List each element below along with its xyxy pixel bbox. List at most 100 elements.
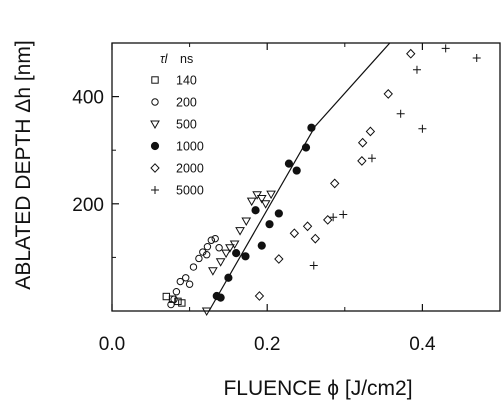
fit-line-group — [208, 42, 391, 312]
legend-marker-5000 — [151, 186, 159, 194]
legend-label-2000: 2000 — [176, 162, 204, 176]
data-point-1000 — [251, 206, 260, 215]
legend-marker-200 — [151, 98, 159, 106]
data-point-5000 — [412, 65, 421, 74]
data-point-500 — [260, 200, 271, 209]
data-point-2000 — [323, 214, 333, 225]
data-point-200 — [215, 244, 223, 252]
data-point-140 — [178, 299, 186, 307]
data-point-5000 — [329, 213, 338, 222]
data-point-200 — [202, 251, 211, 259]
data-point-2000 — [310, 233, 321, 244]
data-point-1000 — [301, 143, 311, 152]
x-tick-label: 0.2 — [254, 334, 280, 355]
data-point-500 — [241, 217, 252, 226]
data-point-1000 — [232, 249, 241, 258]
data-point-200 — [172, 288, 181, 296]
legend-label-1000: 1000 — [176, 140, 204, 154]
legend-item-200: 200 — [151, 96, 197, 110]
data-point-500 — [221, 249, 231, 259]
data-point-200 — [176, 277, 184, 286]
legend-header-unit: ns — [180, 52, 193, 66]
data-point-1000 — [274, 209, 283, 218]
y-tick-label: 200 — [72, 195, 104, 216]
data-point-5000 — [367, 154, 376, 163]
data-point-1000 — [284, 159, 294, 168]
data-point-1000 — [265, 220, 274, 229]
data-point-2000 — [330, 178, 340, 189]
data-point-500 — [266, 190, 276, 200]
data-point-5000 — [396, 109, 405, 118]
data-point-1000 — [292, 166, 301, 175]
y-tick-label: 400 — [72, 88, 104, 109]
fit-line — [208, 42, 391, 312]
series-500 — [201, 190, 276, 317]
legend-item-5000: 5000 — [151, 184, 204, 198]
series-1000 — [212, 123, 316, 302]
data-point-500 — [246, 197, 257, 207]
legend: τl ns 140 200 500 1000 2000 5000 — [150, 52, 204, 198]
data-point-2000 — [254, 291, 265, 301]
data-point-500 — [215, 258, 226, 267]
data-point-500 — [201, 307, 212, 317]
data-point-200 — [185, 280, 194, 288]
data-point-5000 — [441, 44, 450, 53]
data-point-2000 — [289, 228, 300, 239]
axis-ticks: 0.0 0.2 0.4 200 400 — [72, 43, 436, 355]
data-points — [162, 44, 481, 317]
data-point-200 — [189, 263, 198, 271]
data-point-2000 — [357, 137, 368, 148]
legend-item-140: 140 — [151, 74, 197, 88]
legend-label-200: 200 — [176, 96, 197, 110]
data-point-200 — [195, 254, 203, 263]
data-point-2000 — [365, 126, 376, 137]
data-point-2000 — [406, 48, 416, 59]
data-point-140 — [162, 292, 171, 301]
plot-border — [111, 42, 501, 312]
x-tick-label: 0.0 — [99, 334, 125, 355]
series-200 — [167, 234, 223, 309]
legend-marker-2000 — [150, 163, 160, 173]
data-point-200 — [167, 300, 175, 309]
legend-item-1000: 1000 — [150, 140, 204, 154]
data-point-500 — [256, 194, 267, 204]
data-point-1000 — [241, 252, 250, 261]
data-point-5000 — [339, 210, 348, 219]
x-axis-label: FLUENCE ϕ [J/cm2] — [223, 377, 412, 400]
legend-label-500: 500 — [176, 118, 197, 132]
data-point-200 — [170, 295, 178, 303]
data-point-500 — [225, 244, 235, 253]
series-2000 — [254, 48, 416, 301]
legend-item-500: 500 — [150, 118, 197, 132]
data-point-1000 — [224, 273, 233, 282]
data-point-1000 — [257, 241, 266, 250]
data-point-200 — [207, 236, 216, 244]
legend-marker-140 — [151, 76, 159, 84]
data-point-1000 — [216, 293, 225, 302]
legend-label-140: 140 — [176, 74, 197, 88]
data-point-200 — [211, 234, 219, 243]
data-point-2000 — [302, 221, 313, 232]
data-point-5000 — [418, 124, 427, 133]
data-point-2000 — [357, 155, 367, 166]
legend-header-symbol: τl — [160, 52, 169, 66]
legend-item-2000: 2000 — [150, 162, 204, 176]
data-point-500 — [235, 227, 245, 236]
legend-marker-500 — [150, 120, 160, 130]
data-point-500 — [208, 267, 218, 276]
data-point-2000 — [383, 88, 393, 99]
series-5000 — [309, 44, 481, 270]
data-point-200 — [182, 274, 190, 282]
plot-frame — [111, 42, 501, 312]
y-axis-label: ABLATED DEPTH Δh [nm] — [12, 40, 35, 289]
data-point-5000 — [472, 54, 481, 63]
x-tick-label: 0.4 — [409, 334, 436, 355]
legend-marker-1000 — [150, 141, 160, 151]
legend-label-5000: 5000 — [176, 184, 204, 198]
data-point-5000 — [309, 261, 318, 270]
data-point-140 — [174, 297, 182, 306]
data-point-200 — [203, 242, 212, 251]
data-point-2000 — [274, 254, 284, 264]
data-point-1000 — [307, 123, 316, 132]
